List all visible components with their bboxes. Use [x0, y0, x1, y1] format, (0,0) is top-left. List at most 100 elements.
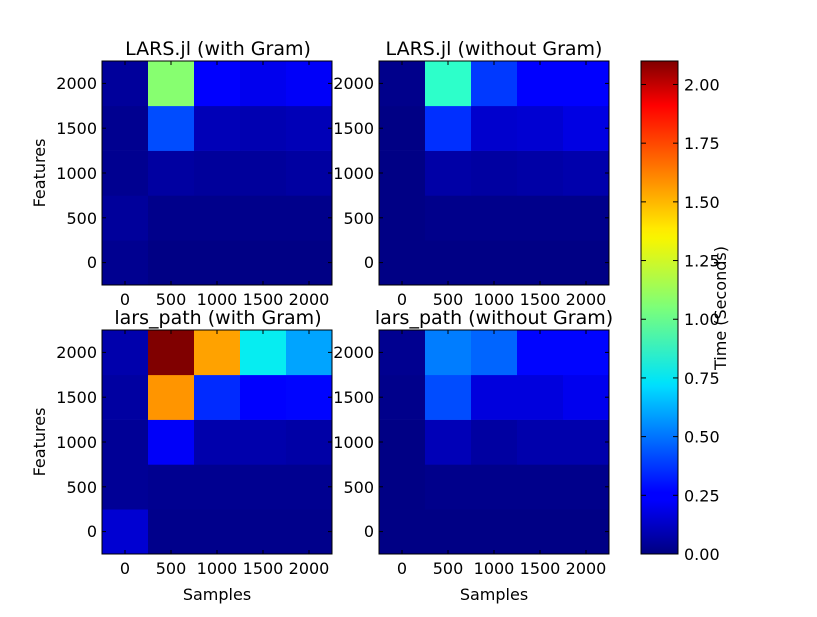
- colorbar-tick-label: 1.75: [684, 134, 720, 153]
- x-tick-label: 500: [156, 290, 187, 309]
- heatmap-cell: [286, 419, 333, 465]
- heatmap-cell: [148, 374, 195, 420]
- heatmap-cell: [379, 419, 426, 465]
- y-axis-label: Features: [30, 408, 49, 477]
- heatmap-cell: [286, 105, 333, 151]
- heatmap-cell: [240, 509, 287, 555]
- y-tick-label: 0: [87, 253, 97, 272]
- heatmap-cell: [517, 419, 564, 465]
- x-tick-label: 0: [120, 559, 130, 578]
- x-tick-label: 1000: [197, 559, 238, 578]
- heatmap-cell: [563, 374, 610, 420]
- heatmap-cell: [425, 374, 472, 420]
- heatmap-cell: [379, 195, 426, 241]
- heatmap-cell: [471, 464, 518, 510]
- y-tick-label: 1000: [56, 164, 97, 183]
- heatmap-cell: [425, 195, 472, 241]
- y-tick-label: 1500: [56, 119, 97, 138]
- heatmap-cell: [194, 509, 241, 555]
- heatmap-cell: [379, 330, 426, 376]
- y-axis-label: Features: [30, 139, 49, 208]
- heatmap-cell: [563, 195, 610, 241]
- heatmap-cell: [471, 195, 518, 241]
- heatmap-cell: [102, 419, 149, 465]
- heatmap-cell: [379, 240, 426, 286]
- colorbar: 0.00 0.25 0.50 0.75 1.00 1.25 1.50 1.75 2.00 Tim…: [640, 60, 730, 564]
- x-tick-label: 2000: [566, 290, 607, 309]
- x-tick-label: 2000: [289, 559, 330, 578]
- heatmap-cell: [425, 240, 472, 286]
- heatmap-panel-lars-jl-with-gram: LARS.jl (with Gram) 0 500 1000 1500 2000…: [56, 38, 333, 309]
- colorbar-tick-label: 1.50: [684, 193, 720, 212]
- heatmap-cell: [517, 374, 564, 420]
- heatmap-cell: [471, 150, 518, 196]
- heatmap-cell: [102, 195, 149, 241]
- heatmap-cell: [517, 509, 564, 555]
- heatmap-cell: [471, 509, 518, 555]
- heatmap-cell: [148, 330, 195, 376]
- y-tick-label: 2000: [56, 343, 97, 362]
- heatmap-cell: [517, 330, 564, 376]
- x-tick-label: 0: [397, 290, 407, 309]
- heatmap-cell: [425, 509, 472, 555]
- heatmap-cell: [148, 464, 195, 510]
- x-tick-label: 500: [433, 559, 464, 578]
- heatmap-cell: [240, 240, 287, 286]
- heatmap-cell: [240, 61, 287, 107]
- heatmap-cell: [286, 240, 333, 286]
- heatmap-cell: [379, 150, 426, 196]
- x-tick-label: 1000: [474, 559, 515, 578]
- heatmap-cell: [102, 61, 149, 107]
- heatmap-cell: [563, 240, 610, 286]
- y-tick-label: 1500: [56, 388, 97, 407]
- y-tick-label: 1000: [333, 164, 374, 183]
- colorbar-gradient: [640, 60, 679, 555]
- y-tick-label: 2000: [333, 74, 374, 93]
- y-tick-label: 1500: [333, 388, 374, 407]
- panel-frame: [378, 329, 610, 555]
- heatmap-cell: [379, 464, 426, 510]
- heatmap-cell: [286, 374, 333, 420]
- heatmap-cell: [148, 509, 195, 555]
- heatmap-cell: [102, 330, 149, 376]
- y-tick-label: 0: [364, 253, 374, 272]
- heatmap-cell: [471, 240, 518, 286]
- x-tick-label: 500: [156, 559, 187, 578]
- heatmap-cell: [148, 195, 195, 241]
- y-tick-label: 500: [343, 478, 374, 497]
- x-axis-label: Samples: [460, 585, 528, 604]
- heatmap-cell: [471, 419, 518, 465]
- heatmap-cell: [286, 509, 333, 555]
- heatmap-cell: [240, 150, 287, 196]
- heatmap-cell: [148, 240, 195, 286]
- heatmap-cell: [286, 330, 333, 376]
- heatmap-cell: [240, 105, 287, 151]
- heatmap-cell: [148, 419, 195, 465]
- colorbar-tick-label: 1.25: [684, 252, 720, 271]
- y-tick-label: 2000: [56, 74, 97, 93]
- heatmap-cell: [194, 240, 241, 286]
- heatmap-cell: [563, 105, 610, 151]
- heatmap-cell: [425, 419, 472, 465]
- panel-frame: [101, 329, 333, 555]
- colorbar-tick-label: 0.75: [684, 369, 720, 388]
- heatmap-cell: [471, 330, 518, 376]
- y-tick-label: 0: [87, 522, 97, 541]
- heatmap-cell: [194, 374, 241, 420]
- y-tick-label: 2000: [333, 343, 374, 362]
- heatmap-cell: [379, 105, 426, 151]
- x-tick-label: 1000: [197, 290, 238, 309]
- y-tick-label: 500: [343, 209, 374, 228]
- heatmap-cell: [563, 150, 610, 196]
- heatmap-cell: [102, 509, 149, 555]
- colorbar-tick-label: 2.00: [684, 75, 720, 94]
- heatmap-cell: [563, 330, 610, 376]
- x-tick-label: 0: [397, 559, 407, 578]
- y-tick-label: 0: [364, 522, 374, 541]
- y-tick-label: 1000: [56, 433, 97, 452]
- colorbar-tick-label: 1.00: [684, 310, 720, 329]
- x-tick-label: 2000: [289, 290, 330, 309]
- heatmap-cell: [471, 105, 518, 151]
- heatmap-cell: [425, 105, 472, 151]
